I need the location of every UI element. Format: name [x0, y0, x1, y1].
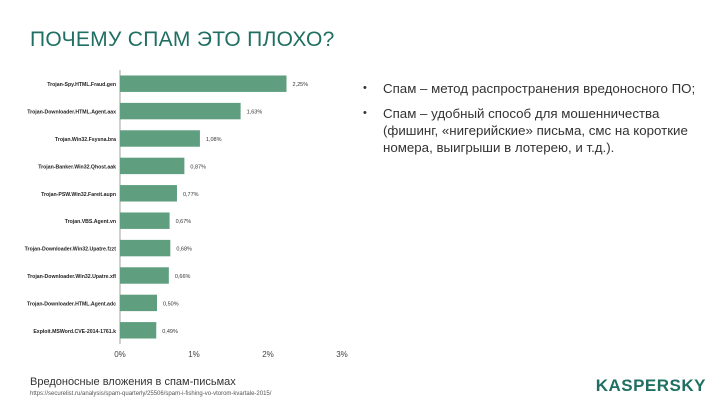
bar	[120, 212, 170, 229]
kaspersky-logo: KASPERSKY	[595, 376, 706, 395]
bullet-text: Спам – метод распространения вредоносног…	[383, 81, 696, 96]
bullet-text: Спам – удобный способ для мошенничества …	[383, 106, 688, 155]
data-label: 0,49%	[162, 329, 178, 335]
bar-chart: Trojan-Spy.HTML.Fraud.gen 2,25% Trojan-Dow…	[8, 64, 348, 376]
data-label: 0,50%	[163, 301, 179, 307]
category-label: Trojan-PSW.Win32.Fareit.aupn	[41, 192, 116, 198]
data-label: 1,08%	[206, 137, 222, 143]
bullet-item: • Спам – удобный способ для мошенничеств…	[360, 105, 700, 156]
bar	[120, 102, 241, 120]
bullet-marker: •	[363, 107, 367, 119]
page-title: ПОЧЕМУ СПАМ ЭТО ПЛОХО?	[30, 28, 335, 51]
bar	[120, 185, 177, 202]
data-label: 2,25%	[293, 82, 309, 88]
bar	[120, 322, 157, 339]
data-label: 0,67%	[176, 219, 192, 225]
category-label: Exploit.MSWord.CVE-2014-1761.k	[33, 329, 116, 335]
category-label: Trojan-Downloader.Win32.Upatre.fzzt	[25, 247, 117, 253]
bar	[120, 267, 169, 284]
category-label: Trojan-Downloader.HTML.Agent.adc	[27, 301, 116, 307]
category-label: Trojan-Downloader.HTML.Agent.aax	[27, 110, 116, 116]
source-link[interactable]: https://securelist.ru/analysis/spam-quar…	[30, 391, 272, 397]
bar-chart-svg: Trojan-Spy.HTML.Fraud.gen 2,25% Trojan-Dow…	[25, 70, 348, 359]
category-label: Trojan.VBS.Agent.vn	[65, 219, 116, 225]
bullet-marker: •	[363, 82, 367, 94]
data-label: 0,87%	[190, 164, 206, 170]
bar	[120, 157, 185, 175]
x-tick-label: 2%	[262, 350, 274, 359]
category-label: Trojan-Downloader.Win32.Upatre.xfl	[27, 274, 116, 280]
bar	[120, 239, 171, 257]
chart-caption: Вредоносные вложения в спам-письмах	[30, 376, 236, 388]
bar	[120, 294, 157, 312]
category-label: Trojan-Spy.HTML.Fraud.gen	[47, 82, 116, 88]
bullet-item: • Спам – метод распространения вредоносн…	[360, 80, 700, 97]
bar	[120, 75, 287, 92]
category-label: Trojan.Win32.Fsysna.bra	[55, 137, 116, 143]
data-label: 0,68%	[176, 247, 192, 253]
x-tick-label: 0%	[114, 350, 126, 359]
data-label: 0,77%	[183, 192, 199, 198]
category-label: Trojan-Banker.Win32.Qhost.aak	[38, 164, 116, 170]
data-label: 0,66%	[175, 274, 191, 280]
bullet-list: • Спам – метод распространения вредоносн…	[360, 80, 700, 164]
bar	[120, 130, 200, 147]
data-label: 1,63%	[247, 110, 263, 116]
x-tick-label: 1%	[188, 350, 200, 359]
x-tick-label: 3%	[336, 350, 348, 359]
